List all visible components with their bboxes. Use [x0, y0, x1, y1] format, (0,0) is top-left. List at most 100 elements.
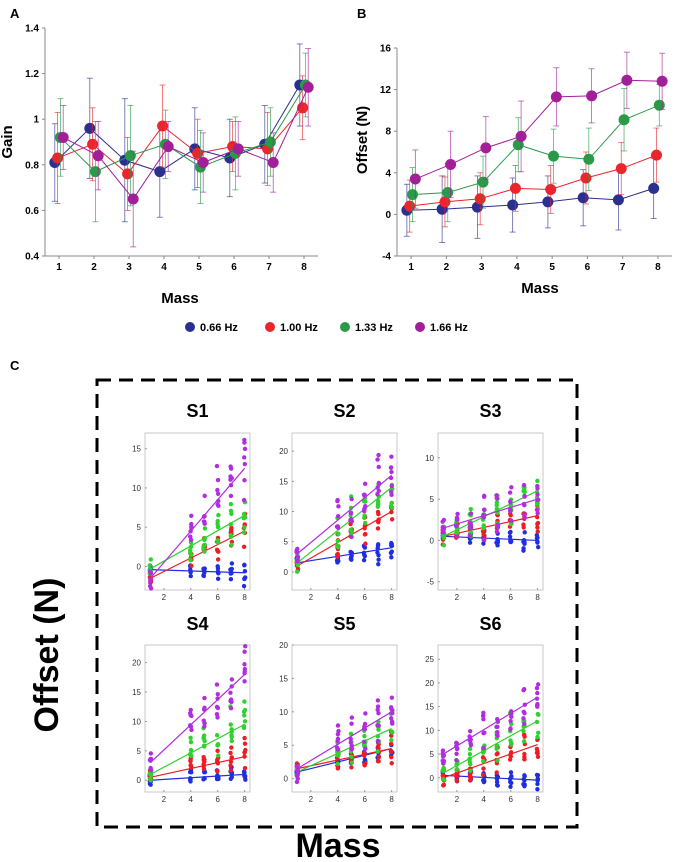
scatter-point — [521, 716, 526, 721]
scatter-point — [361, 492, 367, 497]
panel-b-letter: B — [357, 6, 366, 21]
panel-b-xlabel: Mass — [521, 280, 559, 297]
scatter-point — [349, 760, 355, 765]
data-point — [515, 130, 527, 142]
scatter-point — [481, 537, 487, 542]
x-tick-label: 2 — [455, 795, 460, 804]
scatter-point — [335, 543, 340, 549]
x-tick-label: 1 — [56, 262, 62, 273]
scatter-point — [335, 497, 340, 503]
scatter-point — [241, 709, 247, 715]
scatter-point — [349, 715, 355, 720]
x-tick-label: 6 — [508, 795, 513, 804]
subplot-frame — [437, 432, 544, 591]
x-tick-label: 8 — [242, 795, 247, 804]
scatter-point — [521, 525, 526, 530]
scatter-point — [454, 530, 460, 535]
scatter-point — [229, 525, 234, 531]
scatter-point — [481, 713, 486, 718]
scatter-point — [202, 769, 207, 775]
scatter-point — [494, 495, 499, 501]
y-tick-label: 1 — [33, 115, 39, 126]
scatter-point — [241, 769, 247, 775]
scatter-point — [242, 773, 248, 779]
scatter-series — [440, 682, 541, 766]
subplot-title: S5 — [333, 614, 355, 634]
legend-swatch — [185, 322, 195, 332]
scatter-point — [202, 526, 208, 531]
data-point — [477, 176, 489, 188]
scatter-point — [468, 525, 473, 530]
scatter-point — [215, 557, 221, 562]
y-tick-label: 15 — [132, 445, 141, 454]
data-point — [474, 193, 486, 205]
scatter-point — [495, 783, 500, 788]
scatter-point — [228, 690, 233, 695]
data-point — [580, 172, 592, 184]
scatter-point — [494, 502, 499, 508]
scatter-point — [242, 750, 247, 755]
scatter-point — [242, 477, 247, 483]
scatter-point — [147, 563, 152, 568]
scatter-point — [375, 526, 381, 531]
panel-a-letter: A — [10, 6, 20, 21]
x-tick-label: 2 — [455, 593, 460, 602]
scatter-point — [214, 463, 220, 469]
scatter-point — [188, 735, 193, 741]
scatter-point — [215, 564, 220, 569]
scatter-point — [294, 569, 300, 574]
scatter-point — [242, 719, 248, 724]
y-tick-label: 0.4 — [25, 252, 39, 263]
scatter-series — [147, 437, 248, 591]
scatter-point — [495, 758, 500, 763]
x-tick-label: 3 — [126, 262, 132, 273]
scatter-point — [216, 753, 221, 758]
scatter-point — [215, 748, 220, 754]
scatter-point — [535, 492, 540, 497]
scatter-point — [535, 787, 540, 792]
scatter-point — [454, 517, 460, 522]
scatter-point — [482, 730, 487, 735]
scatter-point — [454, 758, 459, 763]
x-tick-label: 4 — [336, 795, 341, 804]
scatter-point — [481, 541, 486, 546]
scatter-point — [508, 718, 513, 724]
scatter-point — [294, 779, 300, 785]
scatter-series — [294, 706, 395, 779]
scatter-point — [349, 765, 354, 770]
y-tick-label: 10 — [279, 508, 288, 517]
scatter-point — [189, 770, 194, 775]
panel-c-dashed-frame — [95, 378, 579, 829]
subplot-s3: S3 -5 0 5 10 2 4 6 8 — [425, 401, 544, 602]
data-point — [550, 91, 562, 103]
scatter-point — [375, 758, 381, 764]
y-tick-label: 20 — [425, 679, 434, 688]
scatter-point — [215, 768, 220, 773]
data-point — [232, 143, 244, 155]
y-tick-label: 10 — [425, 726, 434, 735]
series-line — [60, 84, 306, 173]
x-tick-label: 4 — [161, 262, 167, 273]
panel-c-ylabel: Offset (N) — [28, 578, 66, 733]
data-point — [84, 122, 96, 134]
scatter-point — [242, 765, 248, 771]
scatter-point — [454, 778, 460, 784]
scatter-point — [215, 524, 221, 530]
scatter-point — [349, 496, 354, 502]
scatter-point — [201, 519, 207, 524]
data-point — [89, 166, 101, 178]
scatter-point — [522, 494, 527, 499]
scatter-point — [375, 723, 380, 728]
y-tick-label: 0.8 — [25, 160, 39, 171]
scatter-point — [242, 562, 247, 568]
scatter-point — [495, 724, 500, 729]
scatter-point — [389, 517, 395, 522]
subplot-s6: S6 0 5 10 15 20 25 2 4 6 8 — [425, 614, 544, 804]
scatter-point — [508, 529, 513, 535]
scatter-point — [535, 734, 540, 740]
scatter-point — [241, 583, 247, 589]
y-tick-label: 5 — [430, 750, 435, 759]
trend-line — [150, 773, 245, 781]
y-tick-label: 20 — [132, 659, 141, 668]
x-tick-label: 8 — [655, 262, 661, 273]
